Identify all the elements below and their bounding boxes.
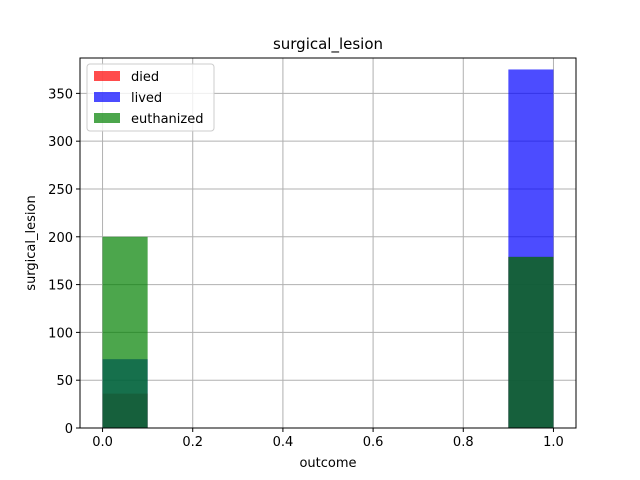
legend-swatch-lived xyxy=(94,92,120,102)
x-tick-label: 0.4 xyxy=(273,435,294,450)
y-tick-label: 100 xyxy=(48,326,73,341)
legend: died lived euthanized xyxy=(86,63,215,132)
x-axis-title: outcome xyxy=(299,456,356,471)
y-axis-title: surgical_lesion xyxy=(24,195,39,290)
bars-layer xyxy=(102,69,554,428)
y-tick-label: 200 xyxy=(48,231,73,246)
x-tick-label: 0.8 xyxy=(453,435,474,450)
legend-swatch-died xyxy=(94,71,120,81)
grid-layer xyxy=(80,58,576,429)
chart-title: surgical_lesion xyxy=(273,35,383,54)
ticks-layer: 0.0 0.2 0.4 0.6 0.8 1.0 0 50 100 150 200 250 300 350 xyxy=(48,87,564,450)
x-tick-label: 0.2 xyxy=(182,435,203,450)
legend-swatch-euthanized xyxy=(94,113,120,123)
bar-euthanized xyxy=(102,236,148,428)
legend-label-died: died xyxy=(131,70,159,85)
bar-euthanized xyxy=(508,256,554,428)
y-tick-label: 0 xyxy=(65,422,73,437)
x-tick-label: 0.6 xyxy=(363,435,384,450)
y-tick-label: 350 xyxy=(48,87,73,102)
plot-frame xyxy=(79,57,577,429)
y-tick-label: 250 xyxy=(48,183,73,198)
legend-label-lived: lived xyxy=(131,91,162,106)
legend-label-euthanized: euthanized xyxy=(131,112,203,127)
x-tick-label: 0.0 xyxy=(92,435,113,450)
y-tick-label: 50 xyxy=(56,374,73,389)
y-tick-label: 150 xyxy=(48,279,73,294)
y-tick-label: 300 xyxy=(48,135,73,150)
x-tick-label: 1.0 xyxy=(543,435,564,450)
